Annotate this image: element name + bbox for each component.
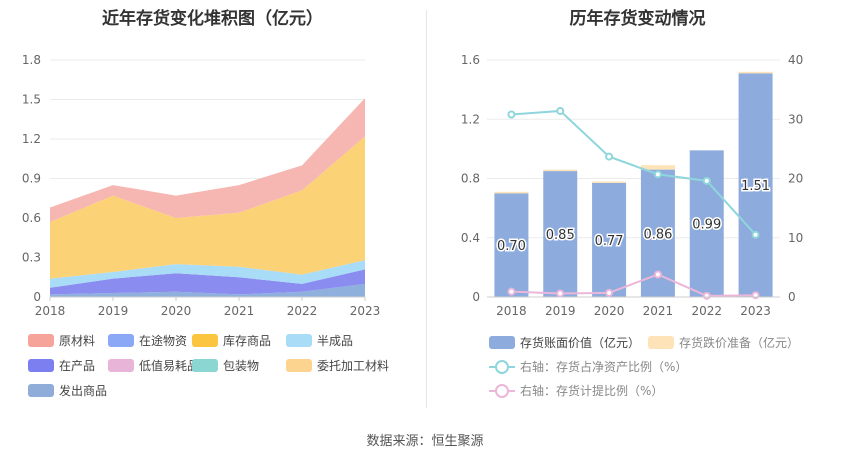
- y-tick-label: 0.3: [22, 251, 41, 265]
- left-chart-title: 近年存货变化堆积图（亿元）: [102, 9, 323, 29]
- legend-label: 发出商品: [59, 383, 107, 398]
- legend-label: 低值易耗品: [139, 358, 199, 373]
- legend-label: 半成品: [317, 334, 353, 348]
- bar-book-value: [543, 171, 578, 297]
- y-left-tick-label: 0: [472, 290, 480, 304]
- legend-label: 原材料: [59, 334, 95, 348]
- legend-swatch: [648, 336, 674, 349]
- area-series-发出商品: [50, 283, 365, 297]
- y-right-tick-label: 10: [788, 231, 803, 245]
- y-right-tick-label: 0: [788, 290, 796, 304]
- legend-label: 右轴：存货计提比例（%）: [520, 383, 663, 398]
- legend-swatch: [192, 334, 218, 347]
- y-tick-label: 1.5: [22, 93, 41, 107]
- right-chart-title: 历年存货变动情况: [569, 9, 706, 29]
- x-tick-label: 2019: [545, 304, 576, 318]
- legend-label: 包装物: [223, 359, 259, 373]
- legend-marker: [495, 360, 509, 374]
- legend-swatch: [108, 334, 134, 347]
- line-point: [653, 170, 662, 179]
- bar-value-label: 0.70: [497, 239, 526, 254]
- bar-value-label: 0.99: [692, 218, 721, 233]
- y-left-tick-label: 0.8: [461, 172, 480, 186]
- bar-book-value: [592, 182, 627, 297]
- y-tick-label: 1.2: [22, 132, 41, 146]
- line-point: [507, 110, 516, 119]
- bar-impairment: [640, 165, 675, 170]
- bar-impairment: [494, 191, 529, 194]
- legend-swatch: [286, 359, 312, 372]
- line-series: [511, 273, 756, 297]
- y-right-tick-label: 40: [788, 53, 803, 67]
- line-point: [556, 106, 565, 115]
- panel-divider: [426, 10, 427, 408]
- bar-impairment: [738, 71, 773, 74]
- line-point: [556, 289, 565, 298]
- line-series: [511, 109, 757, 236]
- inventory-bar-line-chart: 0 0.4 0.8 1.2 1.6 0 10 20 30 40 0.70 0.85 0.77 0.86 0.…: [461, 53, 803, 398]
- bar-book-value: [689, 150, 724, 297]
- x-tick-label: 2021: [224, 304, 255, 318]
- bar-impairment: [592, 181, 627, 183]
- y-right-tick-label: 30: [788, 112, 803, 126]
- y-tick-label: 0: [33, 290, 41, 304]
- y-tick-label: 0.9: [22, 172, 41, 186]
- line-point: [605, 288, 614, 297]
- legend-swatch: [192, 359, 218, 372]
- x-tick-label: 2021: [643, 304, 674, 318]
- area-series-在产品: [50, 269, 365, 295]
- area-series-半成品: [50, 260, 365, 288]
- x-tick-label: 2019: [98, 304, 129, 318]
- legend-label: 委托加工材料: [317, 359, 389, 373]
- legend-swatch: [489, 336, 515, 349]
- y-left-tick-label: 1.6: [461, 53, 480, 67]
- line-point: [751, 230, 760, 239]
- line-point: [507, 287, 516, 296]
- legend-swatch: [108, 359, 134, 372]
- bar-book-value: [494, 193, 529, 297]
- area-series-原材料: [50, 98, 365, 222]
- x-tick-label: 2022: [691, 304, 722, 318]
- data-source: 数据来源：恒生聚源: [366, 434, 484, 449]
- line-point: [702, 176, 711, 185]
- legend-label: 存货账面价值（亿元）: [520, 335, 640, 350]
- y-tick-label: 1.8: [22, 53, 41, 67]
- stacked-area-chart: 0 0.3 0.6 0.9 1.2 1.5 1.8 2018 2019 2020 2021 2022 2…: [22, 53, 389, 398]
- bar-impairment: [543, 169, 578, 172]
- legend-label: 在途物资: [139, 333, 187, 348]
- y-tick-label: 0.6: [22, 211, 41, 225]
- legend-label: 在产品: [59, 359, 95, 373]
- area-series-库存商品: [50, 136, 365, 279]
- y-right-tick-label: 20: [788, 172, 803, 186]
- legend-swatch: [28, 384, 54, 397]
- legend-label: 库存商品: [223, 333, 271, 348]
- line-point: [653, 270, 662, 279]
- x-tick-label: 2018: [496, 304, 527, 318]
- bar-value-label: 0.77: [595, 234, 624, 249]
- x-tick-label: 2023: [740, 304, 771, 318]
- legend-swatch: [28, 359, 54, 372]
- x-tick-label: 2022: [287, 304, 318, 318]
- x-tick-label: 2020: [594, 304, 625, 318]
- line-point: [605, 152, 614, 161]
- x-tick-label: 2023: [350, 304, 381, 318]
- legend-swatch: [28, 334, 54, 347]
- bar-value-label: 1.51: [741, 179, 770, 194]
- x-tick-label: 2018: [35, 304, 66, 318]
- bar-value-label: 0.85: [546, 228, 575, 243]
- x-tick-label: 2020: [161, 304, 192, 318]
- bar-value-label: 0.86: [643, 227, 672, 242]
- legend-marker: [495, 384, 509, 398]
- bar-book-value: [738, 73, 773, 297]
- y-left-tick-label: 1.2: [461, 112, 480, 126]
- y-left-tick-label: 0.4: [461, 231, 480, 245]
- legend-label: 存货跌价准备（亿元）: [679, 335, 799, 350]
- legend-swatch: [286, 334, 312, 347]
- legend-label: 右轴：存货占净资产比例（%）: [520, 359, 687, 374]
- line-point: [702, 291, 711, 300]
